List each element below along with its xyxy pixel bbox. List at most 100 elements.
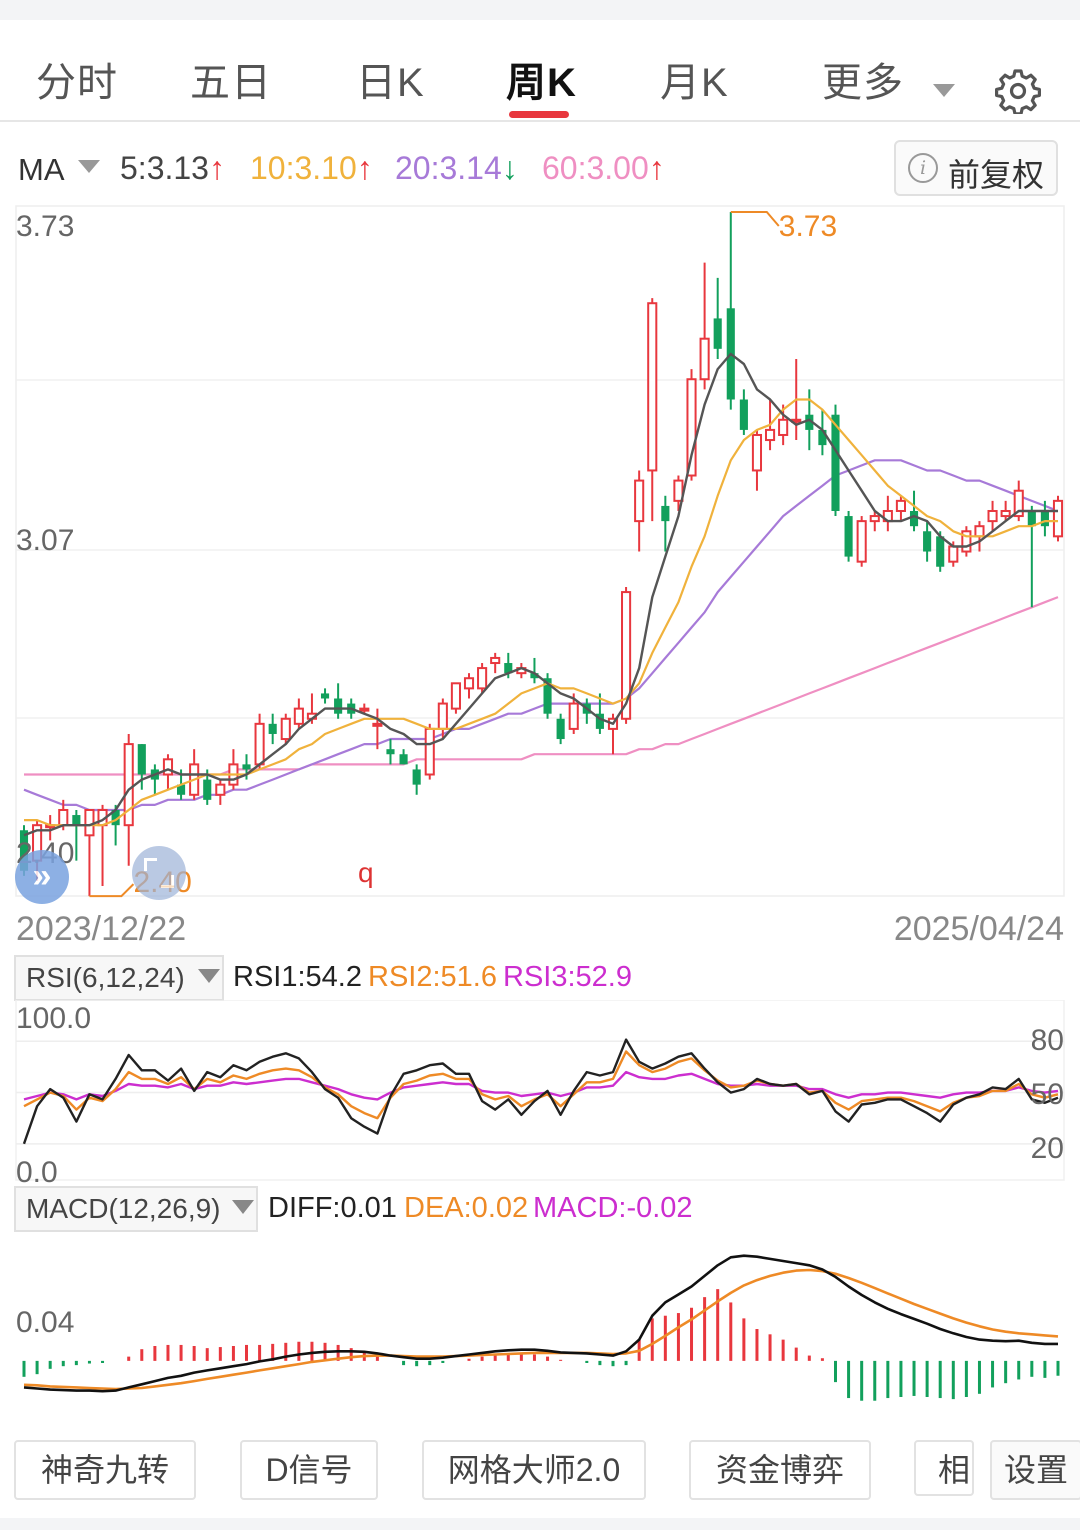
macd-lines-group [23,1254,1059,1393]
rsi-selector-label: RSI(6,12,24) [26,962,185,993]
rsi3-value: RSI3:52.9 [503,961,632,993]
candle-body-up [634,479,645,523]
min-leader-line [89,883,135,898]
tab-intraday[interactable]: 分时 [36,61,118,105]
tab-weekly-k[interactable]: 周K [506,61,577,105]
candle [334,683,343,719]
macd-selector-label: MACD(12,26,9) [26,1193,221,1224]
candle [477,663,488,694]
candle-body-up [621,591,632,720]
candle [1027,505,1036,608]
double-chevron-right-icon[interactable]: » [15,850,69,904]
candle [856,516,867,567]
tab-monthly-k[interactable]: 月K [660,61,729,105]
candle-body-down [543,678,552,714]
candle [228,749,239,790]
candle [595,693,604,734]
candle [556,713,565,745]
candle-body-up [686,378,697,477]
candle-body-up [1013,489,1024,518]
tool-fund-game-button[interactable]: 资金博弈 [689,1440,871,1500]
candle-body-down [177,784,186,795]
candle-body-up [162,758,174,776]
candle-body-down [818,429,827,446]
candle [699,262,710,390]
candle [713,277,722,359]
candle-body-up [424,727,435,776]
tool-related-button[interactable]: 相 [914,1440,974,1496]
tool-bar: 神奇九转 D信号 网格大师2.0 资金博弈 相 设置 [0,1430,1080,1530]
settings-button[interactable]: 设置 [990,1440,1080,1500]
tab-more[interactable]: 更多 [822,61,904,105]
price-adjust-button[interactable]: i 前复权 [894,140,1058,196]
diff-line [23,1254,1058,1393]
candle [568,693,579,734]
macd-legend-row: MACD(12,26,9) DIFF:0.01 DEA:0.02 MACD:-0… [0,1186,1080,1232]
candle-body-up [987,509,998,523]
candle [634,470,645,552]
candle-body-down [923,531,932,552]
candle [909,490,919,532]
rsi-grid [15,1000,1065,1181]
candlestick-chart[interactable]: 3.73 3.07 2.40 3.732.40 q [0,200,1080,900]
candle-body-down [242,764,251,770]
candle [818,409,827,456]
ma-selector-label[interactable]: MA [18,152,65,187]
macd-dropdown-icon [232,1200,254,1214]
price-tick-top: 3.73 [16,210,74,243]
rsi2-value: RSI2:51.6 [368,961,497,993]
macd-chart[interactable]: 0.04 [0,1232,1080,1422]
macd-diff-value: DIFF:0.01 [268,1192,397,1224]
ma-dropdown-icon[interactable] [78,160,100,173]
tab-five-day[interactable]: 五日 [190,61,272,105]
candle-body-down [19,830,29,871]
fullscreen-icon[interactable] [132,846,186,900]
candle-body-up [84,808,95,837]
candle [412,764,421,795]
tool-magic-nine-button[interactable]: 神奇九转 [14,1440,196,1500]
x-end-date: 2025/04/24 [893,910,1064,948]
max-price-label: 3.73 [779,210,837,243]
candle-body-down [334,698,343,714]
candle-body-down [661,505,670,522]
candle-body-down [268,723,277,734]
candle-body-up [215,783,226,796]
candle-body-up [961,530,972,553]
ma10-line [24,398,1058,827]
candle [647,298,658,522]
candle-body-down [72,815,81,826]
gear-icon[interactable] [995,68,1041,114]
candle-body-down [936,536,945,567]
candle-body-up [778,418,789,436]
candle-body-up [372,722,383,727]
ma20-value: 20:3.14↓ [395,150,518,186]
candlestick-grid [15,205,1065,897]
candle [543,673,552,719]
tool-d-signal-button[interactable]: D信号 [240,1440,378,1500]
tool-grid-master-button[interactable]: 网格大师2.0 [422,1440,646,1500]
ma10-value: 10:3.10↑ [250,150,373,186]
candle [1000,500,1011,522]
candle-body-up [895,499,906,512]
bottom-strip [0,1518,1080,1530]
candle-body-up [123,743,134,827]
candle [280,713,291,745]
candle [399,749,408,765]
macd-selector[interactable]: MACD(12,26,9) [14,1186,258,1232]
candle-body-up [673,479,684,502]
tab-daily-k[interactable]: 日K [356,61,425,105]
candle-body-down [556,718,565,740]
more-dropdown-icon[interactable] [933,84,955,97]
ma5-value: 5:3.13↑ [120,150,225,186]
candle [530,657,539,684]
candle-body-down [320,693,330,699]
rsi-selector[interactable]: RSI(6,12,24) [14,955,224,1001]
candle-body-up [58,808,69,827]
rsi-right-tick-80: 80 [1031,1024,1064,1057]
candle-body-up [869,515,880,523]
candle-body-up [293,707,304,725]
rsi-frame [15,1000,1065,1181]
candle-body-up [1000,509,1011,518]
rsi-chart[interactable]: 100.0 0.0 80 50 20 [0,1000,1080,1185]
candle [936,531,945,572]
